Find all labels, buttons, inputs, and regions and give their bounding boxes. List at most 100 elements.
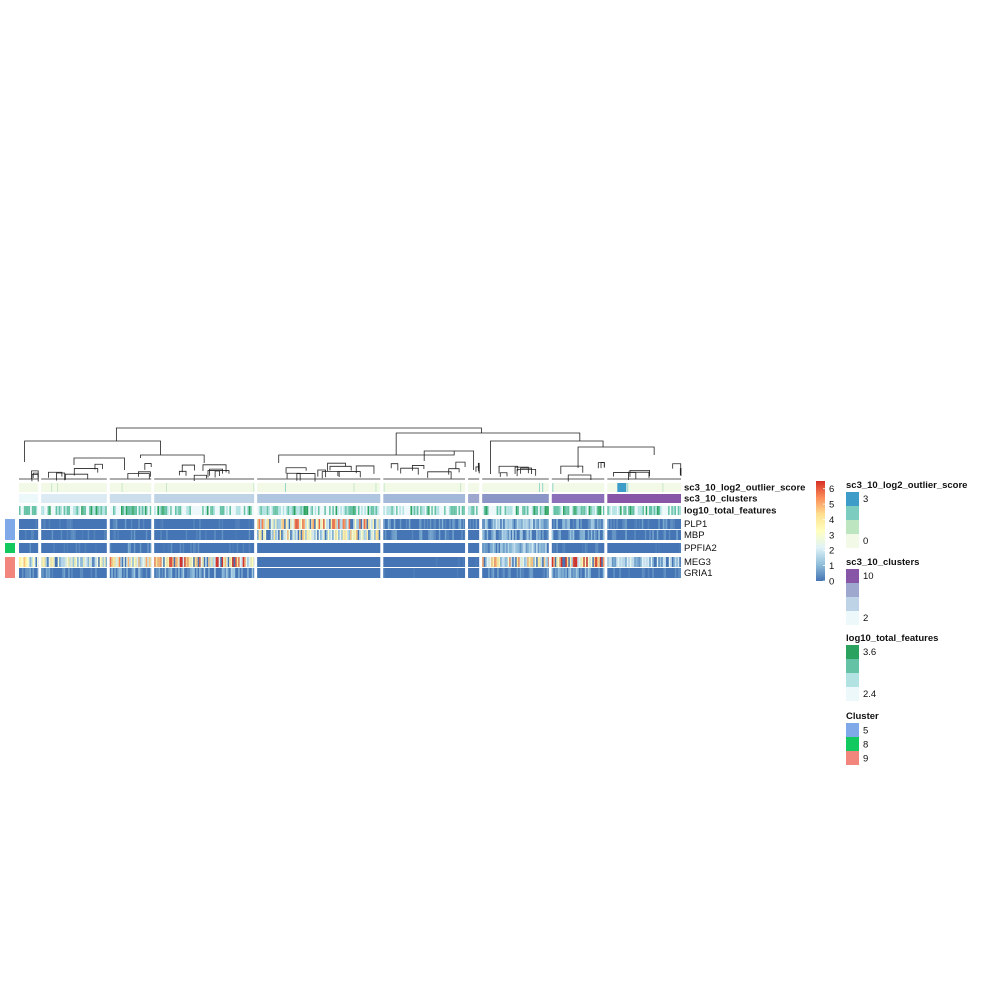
heatmap-cell (124, 519, 127, 529)
heatmap-cell (66, 519, 69, 529)
row-labels: sc3_10_log2_outlier_scoresc3_10_clusters… (684, 483, 805, 580)
total-features-cell (179, 506, 182, 515)
total-features-cell (211, 506, 214, 515)
heatmap-cell (668, 557, 671, 567)
heatmap-cell (95, 568, 97, 578)
total-features-cell (121, 506, 123, 515)
heatmap-cell (363, 519, 366, 529)
heatmap-cell (679, 543, 681, 553)
total-features-cell (669, 506, 672, 515)
heatmap-cell (641, 568, 644, 578)
heatmap-cell (560, 557, 563, 567)
outlier-score-tick (375, 483, 377, 492)
heatmap-cell (123, 568, 125, 578)
heatmap-cell (527, 530, 529, 540)
heatmap-cell (59, 519, 61, 529)
heatmap-cell (112, 557, 115, 567)
total-features-cell (375, 506, 378, 515)
total-features-cell (181, 506, 183, 515)
total-features-cell (194, 506, 196, 515)
heatmap-cell (28, 568, 30, 578)
heatmap-cell (503, 530, 505, 540)
total-features-cell (20, 506, 23, 515)
heatmap-cell (102, 557, 105, 567)
heatmap-cell (553, 519, 555, 529)
total-features-cell (359, 506, 362, 515)
total-features-cell (325, 506, 328, 515)
heatmap-cell (194, 543, 197, 553)
heatmap-cell (623, 519, 626, 529)
heatmap-cell (578, 530, 581, 540)
heatmap-cell (462, 519, 465, 529)
total-features-cell (279, 506, 282, 515)
total-features-cell (232, 506, 235, 515)
outlier-score-tick (460, 483, 462, 492)
heatmap-cell (652, 568, 654, 578)
heatmap-cell (497, 519, 499, 529)
total-features-cell (141, 506, 144, 515)
outlier-score-tick (383, 483, 385, 492)
heatmap-cell (578, 557, 581, 567)
dendrogram-branch (490, 440, 604, 474)
heatmap-cell (634, 530, 636, 540)
heatmap-background (154, 543, 255, 553)
total-features-cell (92, 506, 94, 515)
heatmap-cell (392, 530, 394, 540)
dendrogram-leaf (520, 467, 532, 475)
total-features-cell (538, 506, 540, 515)
heatmap-cell (537, 557, 540, 567)
heatmap-cell (214, 557, 216, 567)
heatmap-cell (31, 557, 33, 567)
heatmap-cell (145, 568, 148, 578)
total-features-cell (509, 506, 511, 515)
total-features-cell (298, 506, 301, 515)
heatmap-cell (522, 543, 525, 553)
dendrogram-leaf (390, 463, 399, 471)
total-features-cell (637, 506, 640, 515)
total-features-cell (158, 506, 161, 515)
heatmap-cell (245, 557, 248, 567)
heatmap-cell (509, 530, 511, 540)
dendrogram-branch (395, 432, 581, 455)
heatmap-cell (81, 568, 84, 578)
heatmap-cell (42, 568, 45, 578)
heatmap-cell (342, 519, 345, 529)
total-features-cell (81, 506, 83, 515)
heatmap-cell (399, 519, 402, 529)
total-features-cell (458, 506, 461, 515)
heatmap-cell (356, 530, 358, 540)
total-features-cell (588, 506, 591, 515)
heatmap-cell (359, 530, 361, 540)
total-features-cell (276, 506, 278, 515)
heatmap-cell (182, 568, 185, 578)
heatmap-cell (444, 530, 447, 540)
total-features-cell (448, 506, 451, 515)
outlier-score-cell (607, 483, 681, 492)
heatmap-cell (321, 530, 324, 540)
row-cluster-block (5, 543, 15, 553)
heatmap-cell (369, 519, 372, 529)
heatmap-cell (587, 568, 590, 578)
total-features-cell (502, 506, 505, 515)
total-features-cell (418, 506, 421, 515)
annotation-row-label: sc3_10_log2_outlier_score (684, 483, 805, 494)
heatmap-cell (211, 557, 213, 567)
heatmap-cell (649, 530, 651, 540)
total-features-cell (591, 506, 594, 515)
total-features-cell (53, 506, 56, 515)
heatmap-cell (190, 543, 192, 553)
total-features-cell (55, 506, 58, 515)
heatmap-cell (202, 557, 204, 567)
total-features-cell (632, 506, 635, 515)
heatmap-cell (130, 557, 133, 567)
total-features-cell (642, 506, 645, 515)
heatmap-cell (500, 557, 502, 567)
heatmap-cell (593, 530, 596, 540)
dendrogram-branch (423, 450, 475, 470)
total-features-cell (317, 506, 320, 515)
heatmap-cell (147, 557, 149, 567)
cluster-annotation-cell (383, 494, 466, 503)
heatmap-cell (581, 557, 584, 567)
heatmap-cell (32, 568, 34, 578)
heatmap-cell (294, 519, 297, 529)
